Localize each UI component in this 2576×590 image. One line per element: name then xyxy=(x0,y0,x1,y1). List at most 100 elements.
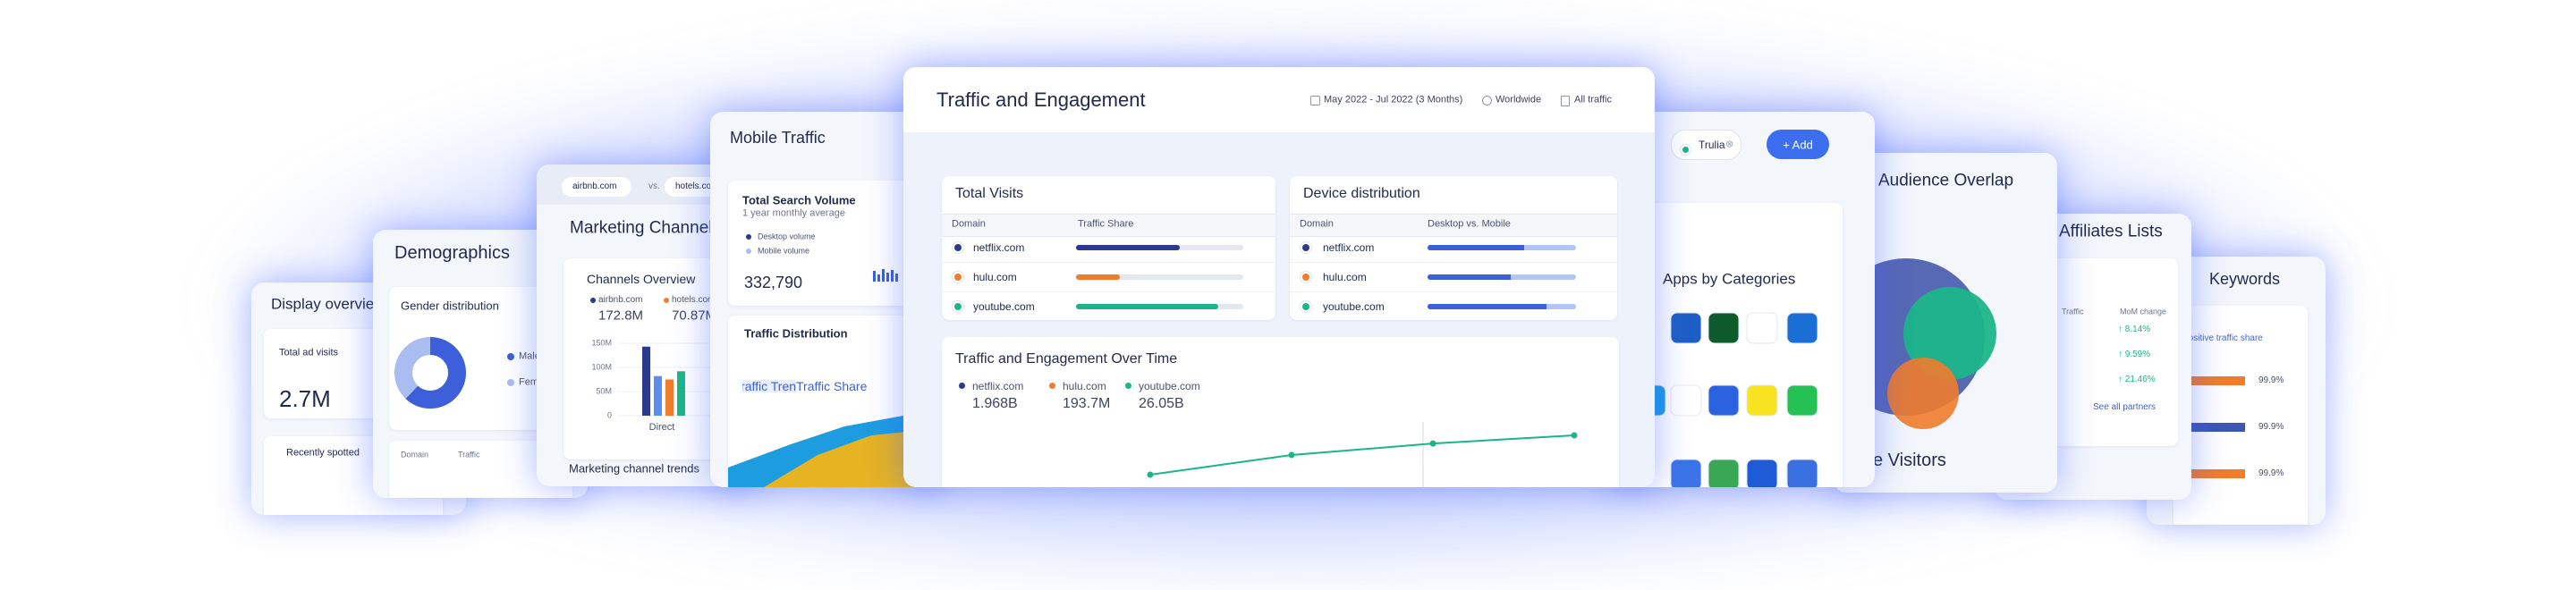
chip-close[interactable]: ⊗ xyxy=(1725,139,1734,150)
device-panel: Device distribution Domain Desktop vs. M… xyxy=(1290,176,1617,320)
share-label: 99.9% xyxy=(2258,375,2284,385)
domain: youtube.com xyxy=(1323,300,1385,313)
panel xyxy=(1628,203,1843,487)
domain: netflix.com xyxy=(973,241,1025,254)
row-dot xyxy=(954,274,962,281)
desktop-bar xyxy=(1428,245,1524,250)
mini-bar xyxy=(882,269,885,282)
button-label: + Add xyxy=(1783,138,1813,152)
tab[interactable]: Traffic Trend xyxy=(742,380,803,392)
globe-icon xyxy=(1482,96,1492,105)
x-tick-label: Direct xyxy=(649,422,675,433)
donut-segment xyxy=(394,337,466,409)
share-label: 99.9% xyxy=(2258,468,2284,478)
mini-bar xyxy=(886,273,889,282)
row-dot xyxy=(954,244,962,251)
region-filter[interactable]: Worldwide xyxy=(1496,94,1542,105)
legend-dot xyxy=(1049,383,1055,389)
app-icon xyxy=(1670,312,1702,344)
legend-value: 193.7M xyxy=(1063,396,1111,411)
compare-pill[interactable] xyxy=(562,177,631,197)
date-filter[interactable]: May 2022 - Jul 2022 (3 Months) xyxy=(1324,94,1463,105)
add-button[interactable]: + Add xyxy=(1767,130,1829,159)
row-dot xyxy=(1302,303,1309,310)
column-header: Domain xyxy=(1300,218,1334,230)
bar xyxy=(677,371,685,416)
venn-circle xyxy=(1903,287,1996,380)
row-dot xyxy=(954,303,962,310)
card-title: Demographics xyxy=(394,243,510,263)
share-bar xyxy=(2191,423,2245,432)
section-title: Apps by Categories xyxy=(1663,270,1796,288)
trend-line xyxy=(1149,434,1575,476)
desktop-bar xyxy=(1428,304,1546,309)
share-bar xyxy=(1076,274,1120,280)
chip[interactable]: Trulia ⊗ xyxy=(1671,130,1741,160)
row-divider xyxy=(1290,291,1617,292)
domain: hulu.com xyxy=(1323,271,1367,283)
column-header: Traffic Share xyxy=(1078,218,1134,230)
bar xyxy=(642,346,650,416)
domain: netflix.com xyxy=(1323,241,1375,254)
compare-label: airbnb.com xyxy=(572,181,617,191)
app-icon xyxy=(1670,384,1702,417)
bar xyxy=(654,375,662,416)
panel-title: Total Visits xyxy=(955,186,1024,201)
domain: youtube.com xyxy=(973,300,1035,313)
card-title: Audience Overlap xyxy=(1878,171,2014,190)
legend-label: airbnb.com xyxy=(598,295,643,305)
share-label: 99.9% xyxy=(2258,422,2284,432)
app-icon xyxy=(1707,312,1740,344)
mini-bar xyxy=(895,274,898,282)
tabs: Traffic Trend Traffic Share xyxy=(742,376,921,396)
trend-point xyxy=(1571,432,1578,439)
legend-value: 1.968B xyxy=(972,396,1018,411)
legend-dot xyxy=(507,379,514,386)
footer-title: Marketing channel trends xyxy=(569,461,699,476)
legend-label: Desktop volume xyxy=(758,232,816,241)
card-title: Traffic and Engagement xyxy=(936,88,1146,111)
panel-subtitle: 1 year monthly average xyxy=(742,207,845,219)
legend-label: hotels.com xyxy=(672,295,716,305)
link[interactable]: See all partners xyxy=(2093,402,2157,412)
app-icon xyxy=(1786,312,1818,344)
app-icon xyxy=(1746,384,1778,417)
trend-point xyxy=(1288,451,1295,459)
y-tick-label: 150M xyxy=(591,338,612,347)
compare-vs: vs. xyxy=(648,181,660,191)
card-title: Marketing Channels xyxy=(570,218,721,238)
row-dot xyxy=(1302,274,1309,281)
card-header xyxy=(903,67,1655,132)
legend-dot xyxy=(1125,383,1131,389)
legend-label: youtube.com xyxy=(1139,380,1200,392)
mini-bar xyxy=(891,270,894,282)
legend-value: 70.87M xyxy=(672,308,717,324)
share-bar xyxy=(2191,376,2245,385)
column-header: Domain xyxy=(952,218,986,230)
table-header xyxy=(1290,214,1617,237)
legend-label: hulu.com xyxy=(1063,380,1106,392)
panel-title: Traffic and Engagement Over Time xyxy=(955,351,1178,367)
legend-label: netflix.com xyxy=(972,380,1024,392)
legend-label: Male xyxy=(519,350,540,362)
row-divider xyxy=(1290,262,1617,263)
metric-value: 332,790 xyxy=(744,274,803,291)
app-icon xyxy=(1786,384,1818,417)
legend-label: Mobile volume xyxy=(758,246,810,256)
app-icon xyxy=(1746,312,1778,344)
chip-dot xyxy=(1682,147,1689,153)
mom-change: ↑ 21.46% xyxy=(2118,375,2156,384)
device-icon xyxy=(1561,96,1570,106)
y-tick-label: 100M xyxy=(591,362,612,371)
trend-point xyxy=(1429,440,1436,447)
card-title: Affiliates Lists xyxy=(2059,222,2163,241)
legend-value: 26.05B xyxy=(1139,396,1184,411)
chip-label: Trulia xyxy=(1699,139,1725,151)
legend-dot xyxy=(507,353,514,360)
panel-title: Channels Overview xyxy=(587,272,696,286)
card-title: Keywords xyxy=(2209,270,2281,288)
legend-value: 172.8M xyxy=(598,308,644,324)
traffic-filter[interactable]: All traffic xyxy=(1574,94,1612,105)
legend-dot xyxy=(664,298,669,303)
tab[interactable]: Traffic Share xyxy=(796,379,868,393)
